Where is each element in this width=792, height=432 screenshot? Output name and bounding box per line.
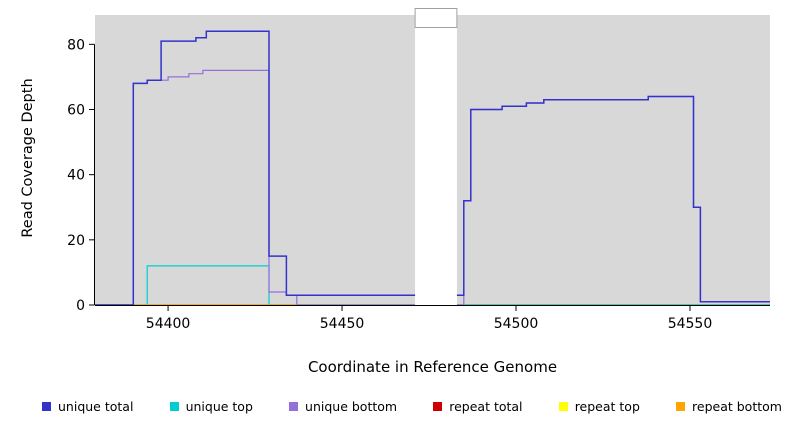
legend-label-unique-bottom: unique bottom	[305, 399, 398, 414]
legend-swatch-unique-bottom	[289, 402, 299, 411]
svg-text:80: 80	[67, 37, 85, 53]
legend-item-repeat-total: repeat total	[433, 399, 523, 414]
legend-item-repeat-top: repeat top	[558, 399, 640, 414]
x-axis-title: Coordinate in Reference Genome	[307, 358, 558, 376]
legend-label-repeat-total: repeat total	[449, 399, 523, 414]
legend-label-unique-top: unique top	[185, 399, 253, 414]
legend-label-repeat-bottom: repeat bottom	[692, 399, 782, 414]
legend-swatch-repeat-total	[433, 402, 443, 411]
legend-label-unique-total: unique total	[58, 399, 134, 414]
legend-swatch-repeat-bottom	[676, 402, 686, 411]
legend-item-repeat-bottom: repeat bottom	[676, 399, 782, 414]
svg-text:40: 40	[67, 168, 85, 184]
svg-text:60: 60	[67, 102, 85, 118]
legend-item-unique-total: unique total	[42, 399, 133, 414]
svg-text:54400: 54400	[146, 316, 191, 332]
svg-text:0: 0	[76, 298, 85, 314]
svg-text:54450: 54450	[320, 316, 365, 332]
legend-item-unique-bottom: unique bottom	[289, 399, 397, 414]
legend-swatch-unique-total	[42, 402, 51, 411]
legend-swatch-repeat-top	[558, 402, 568, 411]
legend-item-unique-top: unique top	[169, 399, 253, 414]
legend-label-repeat-top: repeat top	[574, 399, 640, 414]
svg-text:54500: 54500	[494, 316, 539, 332]
svg-text:54550: 54550	[668, 316, 713, 332]
y-axis-title: Read Coverage Depth	[20, 78, 36, 238]
legend: unique total unique top unique bottom re…	[42, 399, 782, 414]
coverage-chart: 54400 54450 54500 54550 0 20 40 60 80	[67, 8, 770, 332]
svg-text:20: 20	[67, 233, 85, 249]
legend-swatch-unique-top	[169, 402, 179, 411]
